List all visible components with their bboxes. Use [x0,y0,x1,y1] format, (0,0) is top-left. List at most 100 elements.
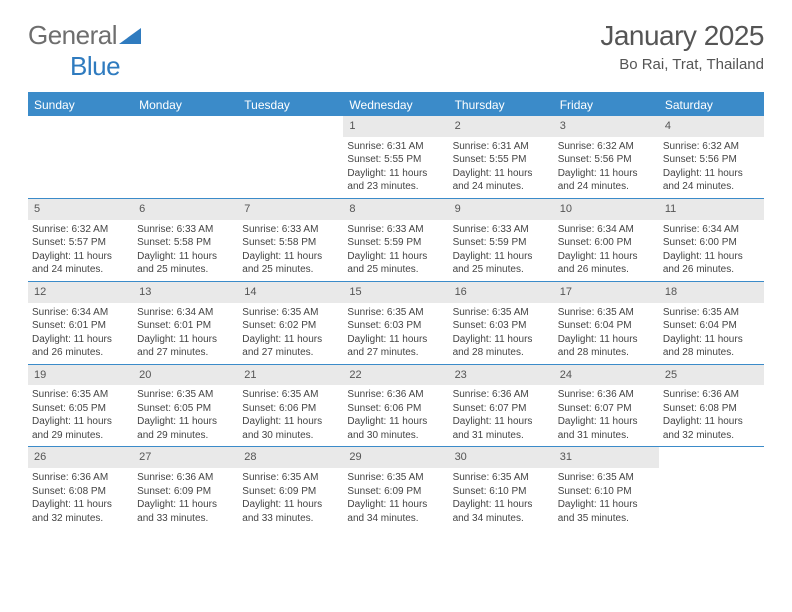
day-cell-19: 19Sunrise: 6:35 AMSunset: 6:05 PMDayligh… [28,364,133,447]
sunrise-line: Sunrise: 6:35 AM [347,306,444,320]
daylight-line: Daylight: 11 hours and 29 minutes. [32,415,129,442]
day-details: Sunrise: 6:31 AMSunset: 5:55 PMDaylight:… [449,140,554,194]
day-cell-21: 21Sunrise: 6:35 AMSunset: 6:06 PMDayligh… [238,364,343,447]
day-details: Sunrise: 6:36 AMSunset: 6:08 PMDaylight:… [28,471,133,525]
sunrise-line: Sunrise: 6:32 AM [558,140,655,154]
sunset-line: Sunset: 6:09 PM [137,485,234,499]
sunset-line: Sunset: 6:07 PM [558,402,655,416]
location: Bo Rai, Trat, Thailand [600,56,764,73]
sunset-line: Sunset: 6:01 PM [32,319,129,333]
sunrise-line: Sunrise: 6:33 AM [242,223,339,237]
sunset-line: Sunset: 5:55 PM [453,153,550,167]
sunrise-line: Sunrise: 6:33 AM [347,223,444,237]
sunrise-line: Sunrise: 6:32 AM [32,223,129,237]
logo-triangle-icon [119,28,141,44]
day-number: 30 [449,447,554,468]
day-cell-15: 15Sunrise: 6:35 AMSunset: 6:03 PMDayligh… [343,281,448,364]
sunrise-line: Sunrise: 6:35 AM [242,306,339,320]
sunrise-line: Sunrise: 6:31 AM [453,140,550,154]
sunrise-line: Sunrise: 6:34 AM [558,223,655,237]
day-cell-2: 2 Sunrise: 6:31 AMSunset: 5:55 PMDaylight… [449,116,554,198]
sunset-line: Sunset: 6:02 PM [242,319,339,333]
daylight-line: Daylight: 11 hours and 28 minutes. [663,333,760,360]
logo-word1: General [28,20,117,50]
sunset-line: Sunset: 6:01 PM [137,319,234,333]
day-details: Sunrise: 6:33 AMSunset: 5:59 PMDaylight:… [343,223,448,277]
day-number: 20 [133,365,238,386]
day-cell-6: 6Sunrise: 6:33 AMSunset: 5:58 PMDaylight… [133,198,238,281]
sunset-line: Sunset: 5:58 PM [242,236,339,250]
day-cell-20: 20Sunrise: 6:35 AMSunset: 6:05 PMDayligh… [133,364,238,447]
sunrise-line: Sunrise: 6:35 AM [242,388,339,402]
daylight-line: Daylight: 11 hours and 32 minutes. [32,498,129,525]
weekday-thursday: Thursday [449,94,554,116]
month-title: January 2025 [600,20,764,52]
sunset-line: Sunset: 6:05 PM [32,402,129,416]
day-number: 8 [343,199,448,220]
day-number: 5 [28,199,133,220]
sunset-line: Sunset: 6:04 PM [663,319,760,333]
daylight-line: Daylight: 11 hours and 32 minutes. [663,415,760,442]
day-details: Sunrise: 6:33 AMSunset: 5:58 PMDaylight:… [133,223,238,277]
day-number: 26 [28,447,133,468]
sunset-line: Sunset: 6:03 PM [347,319,444,333]
sunset-line: Sunset: 6:05 PM [137,402,234,416]
empty-cell [238,116,343,198]
sunset-line: Sunset: 5:58 PM [137,236,234,250]
sunrise-line: Sunrise: 6:33 AM [137,223,234,237]
day-number: 18 [659,282,764,303]
day-cell-23: 23Sunrise: 6:36 AMSunset: 6:07 PMDayligh… [449,364,554,447]
day-details: Sunrise: 6:35 AMSunset: 6:04 PMDaylight:… [554,306,659,360]
sunset-line: Sunset: 6:08 PM [663,402,760,416]
daylight-line: Daylight: 11 hours and 28 minutes. [453,333,550,360]
day-number: 2 [449,116,554,137]
day-details: Sunrise: 6:33 AMSunset: 5:59 PMDaylight:… [449,223,554,277]
daylight-line: Daylight: 11 hours and 27 minutes. [347,333,444,360]
daylight-line: Daylight: 11 hours and 31 minutes. [558,415,655,442]
sunset-line: Sunset: 6:06 PM [347,402,444,416]
day-cell-13: 13Sunrise: 6:34 AMSunset: 6:01 PMDayligh… [133,281,238,364]
sunrise-line: Sunrise: 6:36 AM [663,388,760,402]
sunset-line: Sunset: 6:09 PM [242,485,339,499]
weekday-header-row: SundayMondayTuesdayWednesdayThursdayFrid… [28,92,764,116]
day-cell-16: 16Sunrise: 6:35 AMSunset: 6:03 PMDayligh… [449,281,554,364]
daylight-line: Daylight: 11 hours and 25 minutes. [347,250,444,277]
daylight-line: Daylight: 11 hours and 28 minutes. [558,333,655,360]
sunrise-line: Sunrise: 6:33 AM [453,223,550,237]
sunrise-line: Sunrise: 6:35 AM [453,306,550,320]
daylight-line: Daylight: 11 hours and 31 minutes. [453,415,550,442]
daylight-line: Daylight: 11 hours and 35 minutes. [558,498,655,525]
sunset-line: Sunset: 5:55 PM [347,153,444,167]
daylight-line: Daylight: 11 hours and 33 minutes. [137,498,234,525]
day-cell-9: 9Sunrise: 6:33 AMSunset: 5:59 PMDaylight… [449,198,554,281]
day-cell-22: 22Sunrise: 6:36 AMSunset: 6:06 PMDayligh… [343,364,448,447]
day-number: 4 [659,116,764,137]
day-cell-17: 17Sunrise: 6:35 AMSunset: 6:04 PMDayligh… [554,281,659,364]
day-details: Sunrise: 6:35 AMSunset: 6:09 PMDaylight:… [238,471,343,525]
day-details: Sunrise: 6:34 AMSunset: 6:01 PMDaylight:… [133,306,238,360]
day-number: 29 [343,447,448,468]
weekday-friday: Friday [554,94,659,116]
header: General Blue January 2025 Bo Rai, Trat, … [28,20,764,82]
daylight-line: Daylight: 11 hours and 24 minutes. [32,250,129,277]
sunset-line: Sunset: 6:07 PM [453,402,550,416]
sunrise-line: Sunrise: 6:36 AM [137,471,234,485]
title-block: January 2025 Bo Rai, Trat, Thailand [600,20,764,73]
daylight-line: Daylight: 11 hours and 25 minutes. [453,250,550,277]
sunset-line: Sunset: 6:08 PM [32,485,129,499]
day-number: 14 [238,282,343,303]
day-cell-5: 5Sunrise: 6:32 AMSunset: 5:57 PMDaylight… [28,198,133,281]
logo-text: General Blue [28,20,141,82]
day-cell-7: 7Sunrise: 6:33 AMSunset: 5:58 PMDaylight… [238,198,343,281]
sunrise-line: Sunrise: 6:31 AM [347,140,444,154]
sunrise-line: Sunrise: 6:35 AM [558,471,655,485]
day-cell-25: 25Sunrise: 6:36 AMSunset: 6:08 PMDayligh… [659,364,764,447]
day-cell-8: 8 Sunrise: 6:33 AMSunset: 5:59 PMDaylight… [343,198,448,281]
day-cell-31: 31Sunrise: 6:35 AMSunset: 6:10 PMDayligh… [554,446,659,529]
day-details: Sunrise: 6:35 AMSunset: 6:06 PMDaylight:… [238,388,343,442]
daylight-line: Daylight: 11 hours and 26 minutes. [558,250,655,277]
day-details: Sunrise: 6:36 AMSunset: 6:08 PMDaylight:… [659,388,764,442]
day-details: Sunrise: 6:36 AMSunset: 6:06 PMDaylight:… [343,388,448,442]
daylight-line: Daylight: 11 hours and 34 minutes. [347,498,444,525]
day-number: 16 [449,282,554,303]
